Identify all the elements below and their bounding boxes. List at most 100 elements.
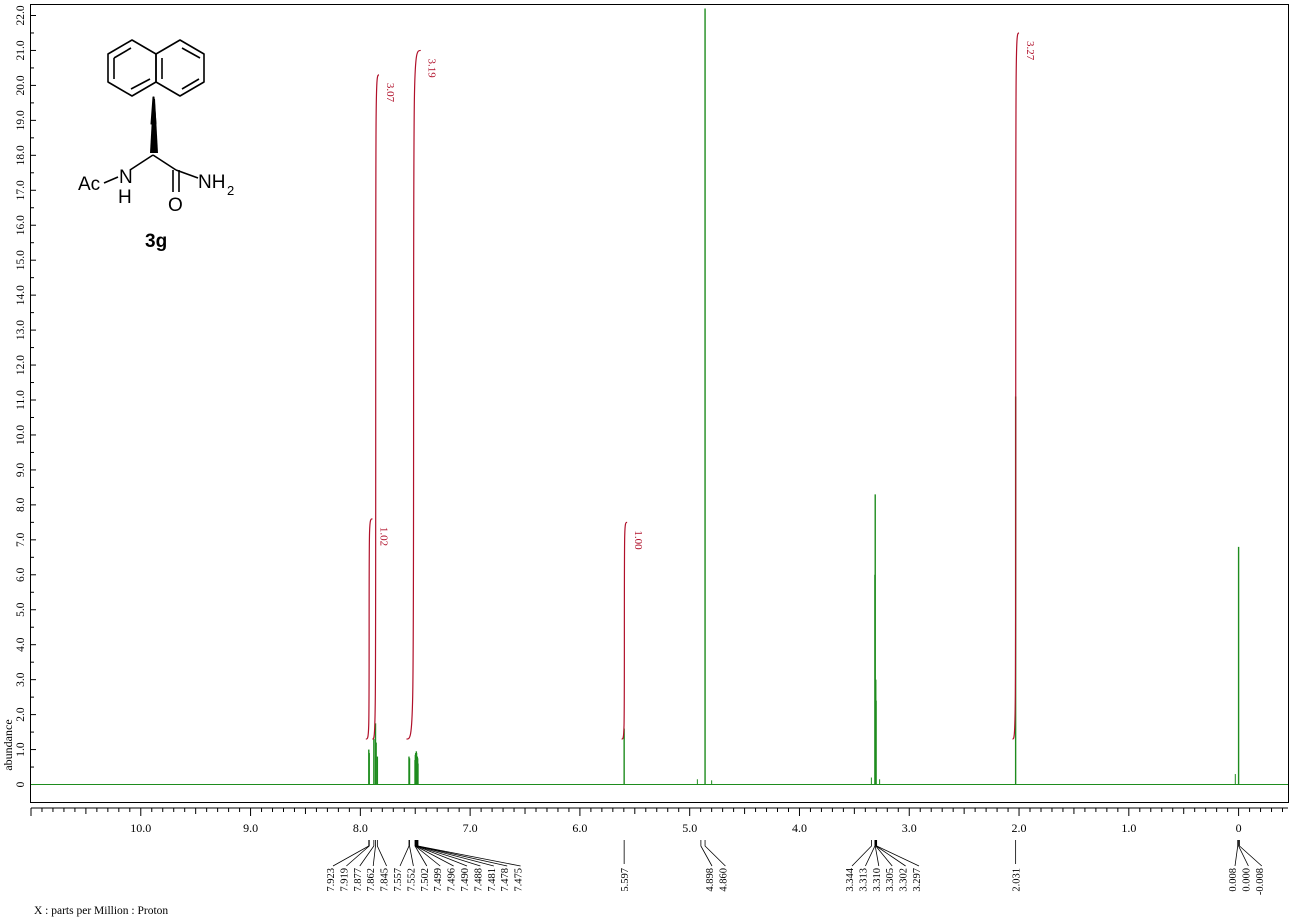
y-axis-label: abundance (1, 719, 15, 770)
peak-leader-line (417, 840, 508, 867)
compound-label: 3g (145, 231, 167, 252)
double-bond (113, 47, 132, 59)
amide-subscript: 2 (227, 183, 234, 198)
peak-ppm-label: 7.877 (353, 868, 364, 892)
naphthalene-ring-right (155, 39, 205, 97)
x-tick-label: 8.0 (353, 821, 368, 835)
peak-ppm-label: 7.496 (447, 868, 458, 892)
y-tick-label: 21.0 (15, 40, 27, 60)
peak-ppm-label: 3.297 (912, 868, 923, 892)
y-tick-label: 1.0 (15, 742, 27, 757)
peak-leader-line (415, 840, 454, 867)
integral-value-label: 1.00 (632, 530, 644, 550)
peak-ppm-label: 3.313 (858, 868, 869, 892)
y-tick-label: 16.0 (15, 215, 27, 235)
x-tick-label: 4.0 (792, 821, 807, 835)
peak-leader-line (851, 840, 872, 867)
y-tick-label: 17.0 (15, 180, 27, 200)
peak-leader-line (1234, 840, 1239, 867)
wedge-bond-body (150, 99, 158, 153)
integral-curve (372, 74, 380, 740)
peak-leader-line (399, 840, 410, 867)
bond (103, 176, 119, 184)
x-tick-label: 2.0 (1012, 821, 1027, 835)
peak-ppm-label: 4.860 (718, 868, 729, 892)
integral-curve (365, 518, 373, 740)
x-tick-label: 10.0 (130, 821, 151, 835)
bond (152, 154, 177, 171)
peak-ppm-label: 7.475 (514, 868, 525, 892)
bond (129, 154, 154, 171)
peak-leader-line (1238, 840, 1249, 867)
peak-ppm-label: 7.488 (473, 868, 484, 892)
peak-leader-line (700, 840, 713, 867)
y-tick-label: 3.0 (15, 672, 27, 687)
y-tick-label: 22.0 (15, 5, 27, 25)
integral-curve (1012, 32, 1020, 740)
peak-leader-line (417, 840, 521, 867)
y-tick-label: 8.0 (15, 497, 27, 512)
double-bond (181, 47, 201, 59)
y-tick-label: 11.0 (15, 390, 27, 410)
chemical-structure (103, 39, 205, 192)
peak-ppm-label: 0.000 (1241, 868, 1252, 892)
peak-ppm-label: 3.344 (845, 867, 856, 891)
integral-value-label: 3.07 (384, 83, 396, 103)
y-tick-label: 4.0 (15, 637, 27, 652)
peak-ppm-label: 3.305 (885, 868, 896, 892)
naphthalene-ring-left (107, 39, 157, 97)
amide-nh-label: NH (198, 172, 225, 193)
integral-value-label: 3.27 (1024, 41, 1036, 61)
spectrum-trace (31, 8, 1288, 786)
x-tick-label: 1.0 (1121, 821, 1136, 835)
peak-labels: 7.923 7.919 7.877 7.862 7.845 7.557 7.552 7.502… (326, 840, 1266, 895)
x-tick-label: 7.0 (463, 821, 478, 835)
peak-ppm-label: 2.031 (1012, 868, 1023, 892)
y-tick-label: 2.0 (15, 707, 27, 722)
peak-ppm-label: 7.923 (326, 868, 337, 892)
x-axis-ticks: 10.0 9.0 8.0 7.0 6.0 5.0 4.0 3.0 2.0 1.0 0 (30, 807, 1288, 835)
peak-leader-line (704, 840, 726, 867)
y-tick-label: 6.0 (15, 567, 27, 582)
peak-leader-line (409, 840, 414, 867)
x-tick-label: 0 (1236, 821, 1242, 835)
peak-ppm-label: 3.310 (872, 868, 883, 892)
y-axis-ticks: 0 1.0 2.0 3.0 4.0 5.0 6.0 7.0 8.0 9.0 10.0 11.0 12.0… (15, 5, 36, 787)
y-tick-label: 13.0 (15, 320, 27, 340)
hydrogen-label: H (118, 187, 132, 208)
double-bond (181, 78, 200, 90)
peak-ppm-label: 7.919 (339, 868, 350, 892)
y-tick-label: 9.0 (15, 462, 27, 477)
peak-leader-line (874, 840, 880, 867)
peak-leader-line (416, 840, 481, 867)
peak-leader-line (876, 840, 920, 867)
y-tick-label: 19.0 (15, 110, 27, 130)
integral-value-label: 3.19 (426, 58, 438, 78)
y-tick-label: 14.0 (15, 285, 27, 305)
peak-ppm-label: 7.490 (460, 868, 471, 892)
peak-ppm-label: 7.552 (406, 868, 417, 892)
integral-curves: 1.02 3.07 3.19 1.00 3.27 (365, 32, 1036, 740)
peak-ppm-label: 0.008 (1228, 868, 1239, 892)
peak-leader-line (875, 840, 906, 867)
peak-ppm-label: 7.502 (420, 868, 431, 892)
y-tick-label: 20.0 (15, 75, 27, 95)
peak-leader-line (1239, 840, 1263, 867)
peak-ppm-label: 7.845 (380, 868, 391, 892)
y-tick-label: 12.0 (15, 355, 27, 375)
y-tick-label: 15.0 (15, 250, 27, 270)
integral-curve (406, 49, 421, 740)
peak-ppm-label: 5.597 (620, 868, 631, 892)
y-tick-label: 10.0 (15, 425, 27, 445)
y-tick-label: 7.0 (15, 532, 27, 547)
acetyl-label: Ac (78, 174, 100, 195)
peak-leader-line (372, 840, 376, 867)
x-tick-label: 9.0 (243, 821, 258, 835)
peak-ppm-label: -0.008 (1255, 868, 1266, 895)
peak-ppm-label: 7.499 (433, 868, 444, 892)
nitrogen-label: N (119, 167, 133, 188)
peak-ppm-label: 7.481 (487, 868, 498, 892)
x-tick-label: 6.0 (572, 821, 587, 835)
peak-leader-line (346, 840, 370, 867)
double-bond (130, 78, 151, 90)
